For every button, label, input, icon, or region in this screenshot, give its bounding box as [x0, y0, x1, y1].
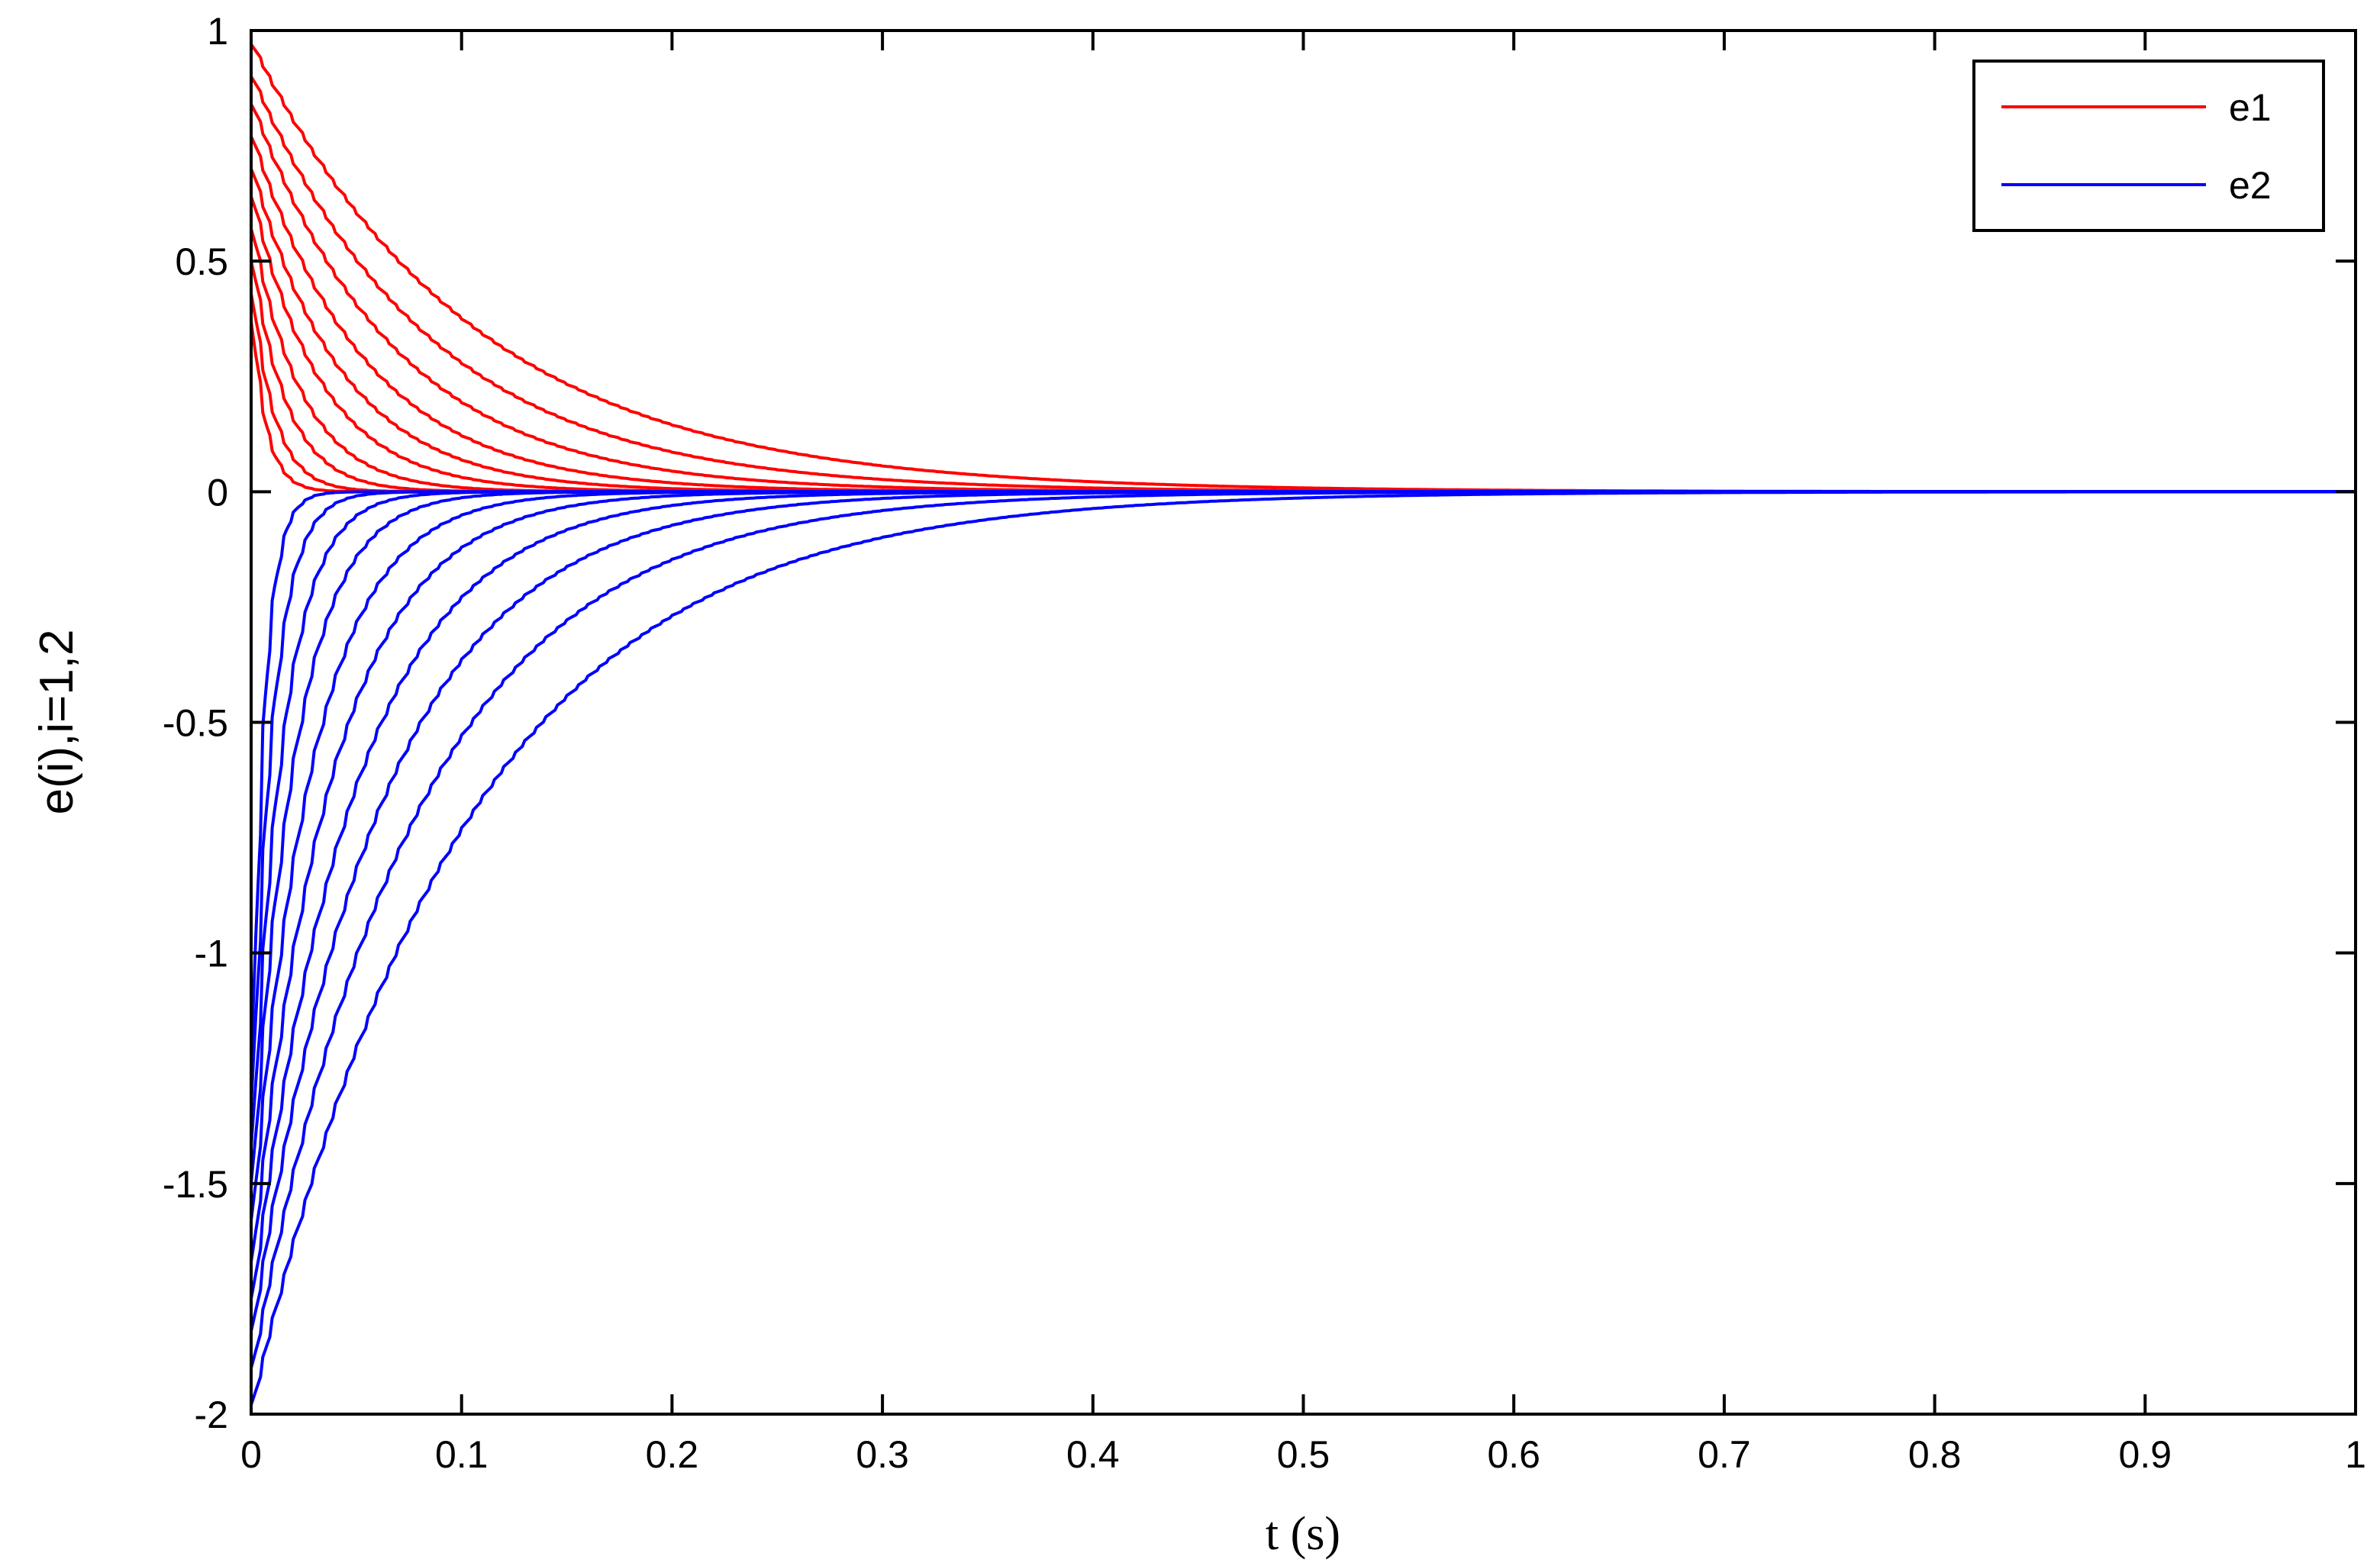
x-tick-label: 0	[240, 1433, 262, 1476]
x-tick-label: 0.9	[2119, 1433, 2172, 1476]
legend-label-e2: e2	[2229, 164, 2272, 207]
y-tick-label: -0.5	[163, 702, 228, 745]
y-axis-ticks: 1 0.5 0 -0.5 -1 -1.5 -2	[163, 10, 2356, 1436]
y-tick-label: 0	[207, 471, 228, 514]
legend: e1 e2	[1972, 60, 2325, 232]
series-curves	[250, 43, 2356, 1406]
legend-label-e1: e1	[2229, 86, 2272, 129]
x-tick-label: 0.2	[646, 1433, 699, 1476]
y-tick-label: -1.5	[163, 1163, 228, 1206]
y-axis-label: e(i),i=1,2	[31, 630, 83, 815]
x-tick-label: 0.8	[1908, 1433, 1962, 1476]
x-tick-label: 1	[2345, 1433, 2366, 1476]
x-tick-label: 0.3	[856, 1433, 909, 1476]
x-axis-label: t (s)	[1266, 1508, 1340, 1560]
legend-box	[1972, 60, 2325, 232]
x-axis-ticks: 0 0.1 0.2 0.3 0.4 0.5 0.6 0.7 0.8 0.9 1	[240, 31, 2366, 1476]
y-tick-label: -2	[195, 1394, 228, 1436]
x-tick-label: 0.4	[1066, 1433, 1120, 1476]
x-tick-label: 0.7	[1698, 1433, 1751, 1476]
y-tick-label: 0.5	[175, 240, 228, 283]
x-tick-label: 0.1	[435, 1433, 489, 1476]
e2-curve-10	[250, 490, 2356, 1068]
x-tick-label: 0.6	[1487, 1433, 1540, 1476]
y-tick-label: 1	[207, 10, 228, 53]
x-tick-label: 0.5	[1277, 1433, 1330, 1476]
y-tick-label: -1	[195, 933, 228, 975]
